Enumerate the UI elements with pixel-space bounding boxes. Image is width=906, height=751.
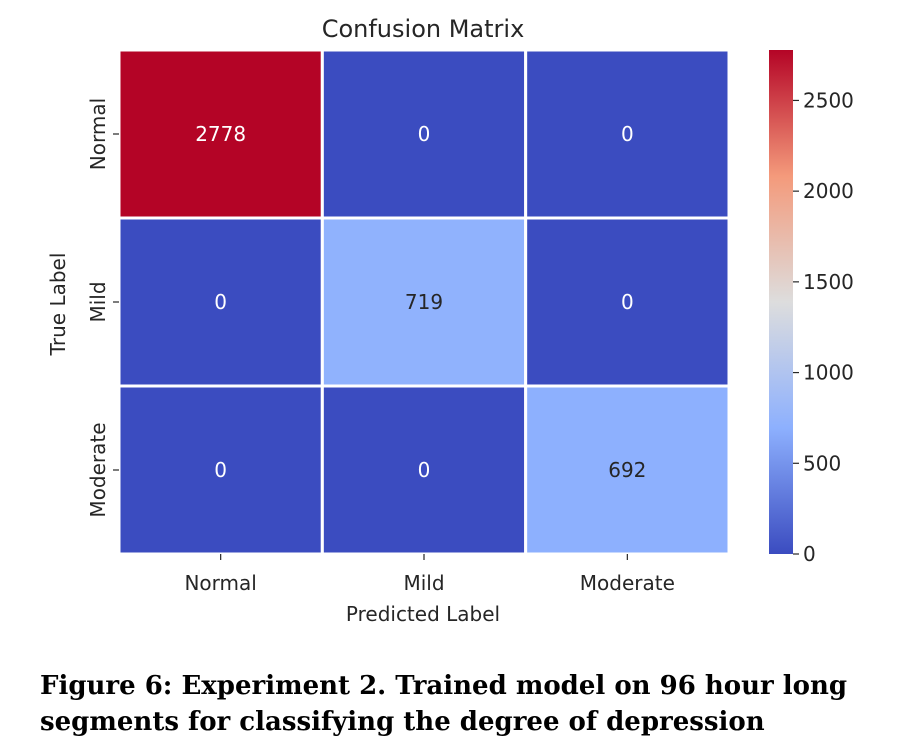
colorbar-tick-label: 1500 [803, 270, 854, 294]
heatmap-cell [320, 48, 528, 220]
x-tick-label: Mild [403, 571, 444, 595]
colorbar-gradient [769, 50, 793, 554]
x-axis-label: Predicted Label [346, 602, 500, 626]
cell-value-label: 0 [418, 122, 431, 146]
cell-value-label: 692 [608, 458, 646, 482]
colorbar-tick-label: 0 [803, 542, 816, 566]
heatmap-cell-labels: 2778 0 0 0 719 0 0 0 692 [195, 122, 646, 482]
colorbar: 0 500 1000 1500 2000 2500 [769, 50, 854, 566]
heatmap-cell [524, 48, 731, 220]
colorbar-tick-label: 2000 [803, 179, 854, 203]
cell-value-label: 2778 [195, 122, 246, 146]
chart-title: Confusion Matrix [322, 15, 525, 43]
cell-value-label: 0 [418, 458, 431, 482]
cell-value-label: 0 [214, 290, 227, 314]
y-axis-label: True Label [46, 253, 70, 357]
x-tick-label: Normal [184, 571, 256, 595]
x-tick-label: Moderate [580, 571, 675, 595]
y-tick-label: Mild [86, 281, 110, 322]
y-tick-label: Normal [86, 98, 110, 170]
cell-value-label: 0 [621, 290, 634, 314]
confusion-matrix-chart: Confusion Matrix 2778 0 0 0 719 0 0 0 692 Normal… [46, 15, 854, 626]
heatmap-cell [524, 216, 731, 388]
cell-value-label: 0 [214, 458, 227, 482]
heatmap-cells [117, 48, 731, 556]
cell-value-label: 719 [405, 290, 443, 314]
colorbar-tick-label: 2500 [803, 88, 854, 112]
cell-value-label: 0 [621, 122, 634, 146]
heatmap-cell [320, 384, 528, 556]
colorbar-tick-label: 500 [803, 451, 841, 475]
figure-caption: Figure 6: Experiment 2. Trained model on… [40, 671, 848, 737]
y-axis: Normal Mild Moderate [86, 98, 119, 518]
y-tick-label: Moderate [86, 422, 110, 517]
heatmap-cell [117, 48, 324, 220]
colorbar-tick-label: 1000 [803, 361, 854, 385]
x-axis: Normal Mild Moderate [184, 554, 675, 595]
